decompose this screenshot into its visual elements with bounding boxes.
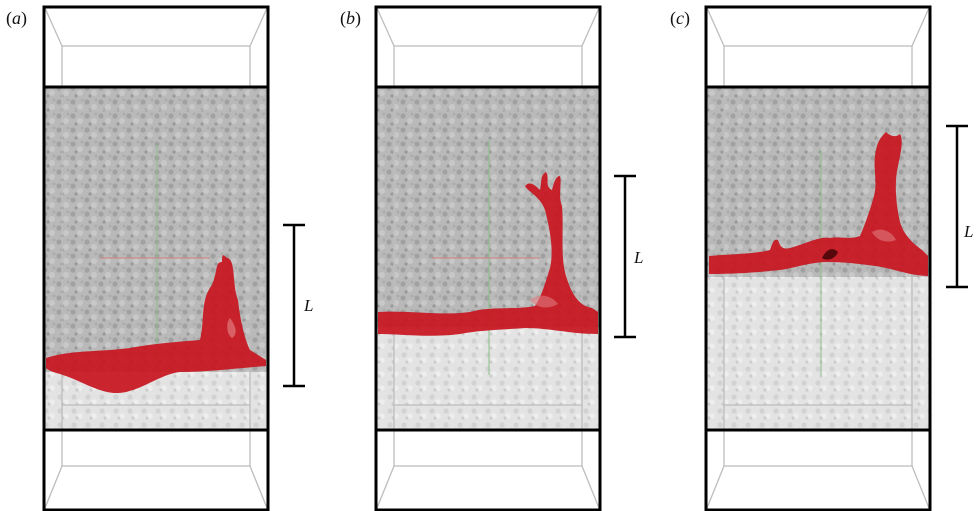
panel-b-graphic bbox=[374, 5, 636, 511]
panel-label-b: (b) bbox=[340, 8, 361, 28]
scale-label-b: L bbox=[634, 248, 644, 267]
fluid-interface-a bbox=[46, 255, 266, 394]
panel-b: (b) L bbox=[330, 0, 660, 511]
panel-label-c: (c) bbox=[670, 8, 690, 28]
scale-label-a: L bbox=[304, 296, 314, 315]
fluid-interface-c bbox=[709, 132, 928, 276]
frame-c bbox=[704, 5, 932, 511]
scale-bar-c bbox=[946, 124, 968, 289]
panel-a: (a) bbox=[0, 0, 330, 511]
scale-bar-a bbox=[283, 223, 305, 388]
scale-bar-b bbox=[614, 174, 636, 339]
porous-medium-light bbox=[377, 327, 599, 429]
inner-box-edges bbox=[44, 7, 268, 509]
panel-label-a: (a) bbox=[6, 8, 27, 28]
panel-a-graphic bbox=[42, 5, 305, 511]
panel-c-graphic bbox=[704, 5, 968, 511]
scale-label-c: L bbox=[964, 222, 974, 241]
panel-c: (c) L bbox=[660, 0, 976, 511]
porous-medium-light bbox=[707, 277, 929, 429]
inner-box-edges bbox=[376, 7, 600, 509]
frame-a bbox=[42, 5, 270, 511]
fluid-interface-b bbox=[378, 172, 598, 336]
frame-b bbox=[374, 5, 602, 511]
